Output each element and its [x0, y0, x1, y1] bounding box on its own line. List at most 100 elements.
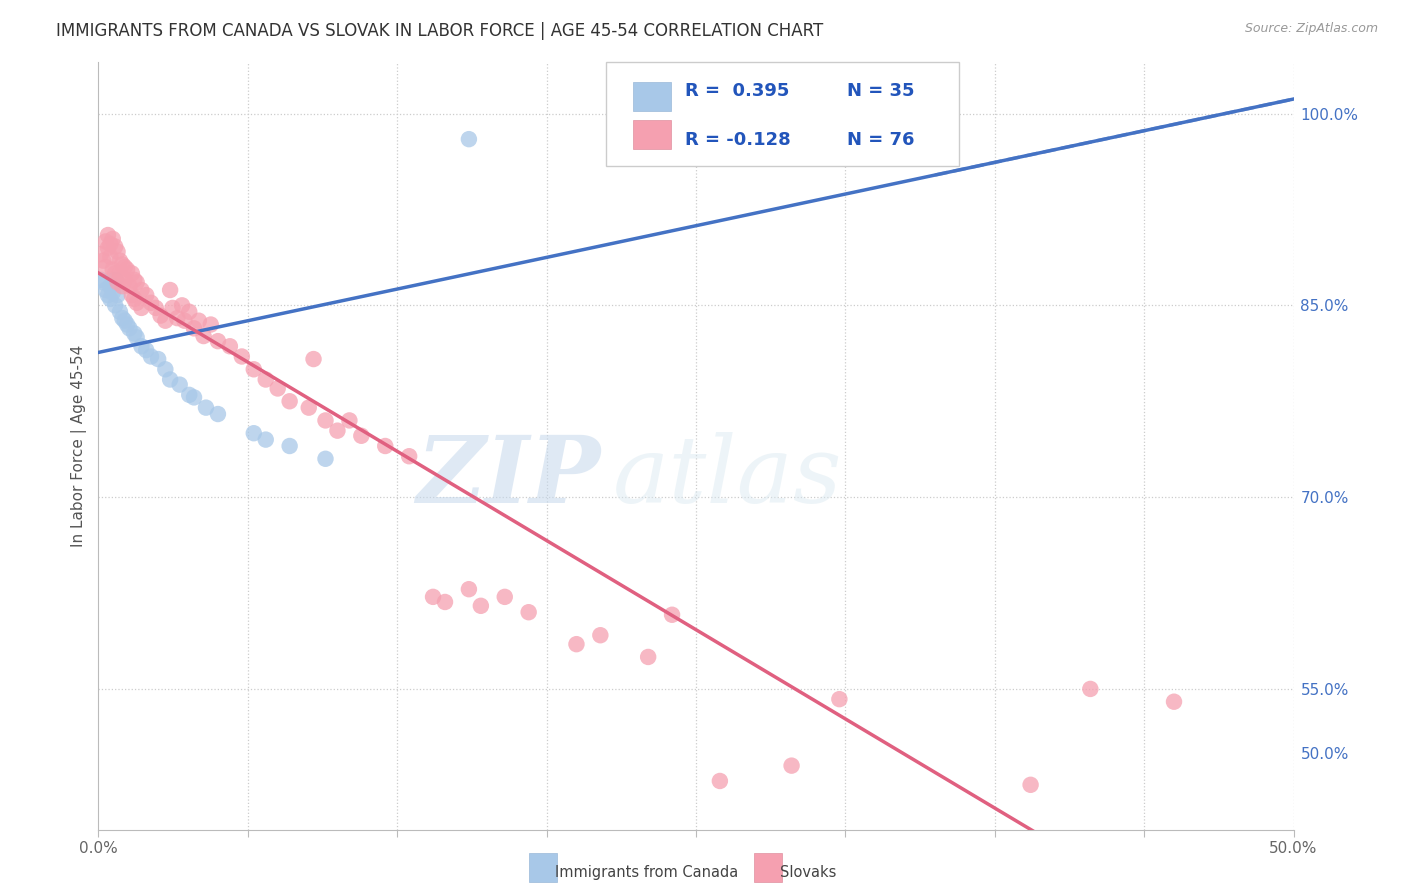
Point	[267, 381, 290, 395]
Text: N = 76: N = 76	[846, 130, 914, 149]
Point	[278, 439, 301, 453]
Point	[207, 407, 229, 421]
Point	[101, 232, 124, 246]
Point	[107, 276, 129, 290]
Point	[97, 288, 120, 302]
Point	[565, 637, 588, 651]
Point	[121, 288, 143, 302]
Text: Source: ZipAtlas.com: Source: ZipAtlas.com	[1244, 22, 1378, 36]
Point	[187, 314, 209, 328]
Point	[139, 295, 162, 310]
Point	[108, 266, 131, 280]
Point	[148, 352, 170, 367]
Point	[195, 401, 218, 415]
Point	[121, 266, 143, 280]
Point	[169, 377, 191, 392]
Point	[94, 260, 117, 274]
Point	[131, 301, 153, 315]
Point	[101, 285, 124, 300]
Point	[94, 235, 117, 249]
Point	[98, 237, 122, 252]
Point	[315, 451, 337, 466]
Point	[159, 283, 181, 297]
Point	[828, 692, 851, 706]
Point	[183, 321, 205, 335]
Point	[219, 339, 242, 353]
Point	[494, 590, 516, 604]
Point	[94, 283, 117, 297]
Point	[422, 590, 444, 604]
Point	[458, 582, 481, 597]
Y-axis label: In Labor Force | Age 45-54: In Labor Force | Age 45-54	[72, 345, 87, 547]
Point	[159, 372, 181, 386]
Point	[350, 429, 373, 443]
Point	[97, 241, 120, 255]
Point	[302, 352, 325, 367]
Point	[434, 595, 457, 609]
Point	[374, 439, 396, 453]
Point	[108, 305, 131, 319]
Point	[114, 314, 136, 328]
Point	[254, 372, 277, 386]
Point	[470, 599, 492, 613]
Point	[243, 426, 266, 441]
Point	[104, 266, 127, 280]
Point	[589, 628, 612, 642]
FancyBboxPatch shape	[633, 120, 671, 149]
Text: R = -0.128: R = -0.128	[685, 130, 792, 149]
Text: R =  0.395: R = 0.395	[685, 82, 790, 100]
Point	[104, 239, 127, 253]
Point	[115, 318, 138, 332]
Text: N = 35: N = 35	[846, 82, 914, 100]
Point	[97, 227, 120, 242]
Text: atlas: atlas	[613, 432, 842, 522]
FancyBboxPatch shape	[606, 62, 959, 166]
Point	[115, 262, 138, 277]
Point	[98, 250, 122, 264]
Point	[155, 314, 177, 328]
Point	[162, 301, 184, 315]
Point	[517, 605, 540, 619]
Point	[124, 292, 146, 306]
Point	[91, 276, 114, 290]
Point	[1019, 778, 1042, 792]
Point	[135, 343, 157, 358]
Point	[145, 301, 167, 315]
Point	[398, 449, 420, 463]
Point	[278, 394, 301, 409]
Point	[458, 132, 481, 146]
Point	[124, 273, 146, 287]
Point	[166, 311, 188, 326]
Text: Immigrants from Canada: Immigrants from Canada	[555, 865, 738, 880]
Point	[1080, 681, 1102, 696]
Point	[637, 649, 659, 664]
Point	[107, 288, 129, 302]
Point	[114, 273, 136, 287]
Point	[139, 350, 162, 364]
Point	[231, 350, 253, 364]
Point	[315, 413, 337, 427]
Text: Slovaks: Slovaks	[780, 865, 837, 880]
Point	[254, 433, 277, 447]
Point	[131, 283, 153, 297]
Point	[135, 288, 157, 302]
Point	[90, 273, 112, 287]
Point	[111, 257, 134, 271]
Point	[125, 330, 148, 344]
Point	[828, 132, 851, 146]
FancyBboxPatch shape	[633, 81, 671, 111]
Point	[149, 309, 172, 323]
Point	[124, 326, 146, 341]
Point	[709, 774, 731, 789]
Point	[298, 401, 321, 415]
Point	[98, 292, 122, 306]
Point	[114, 260, 136, 274]
Point	[111, 311, 134, 326]
Point	[1163, 695, 1185, 709]
Point	[179, 305, 201, 319]
Point	[326, 424, 349, 438]
Point	[98, 279, 122, 293]
Text: IMMIGRANTS FROM CANADA VS SLOVAK IN LABOR FORCE | AGE 45-54 CORRELATION CHART: IMMIGRANTS FROM CANADA VS SLOVAK IN LABO…	[56, 22, 824, 40]
Point	[131, 339, 153, 353]
Point	[91, 253, 114, 268]
